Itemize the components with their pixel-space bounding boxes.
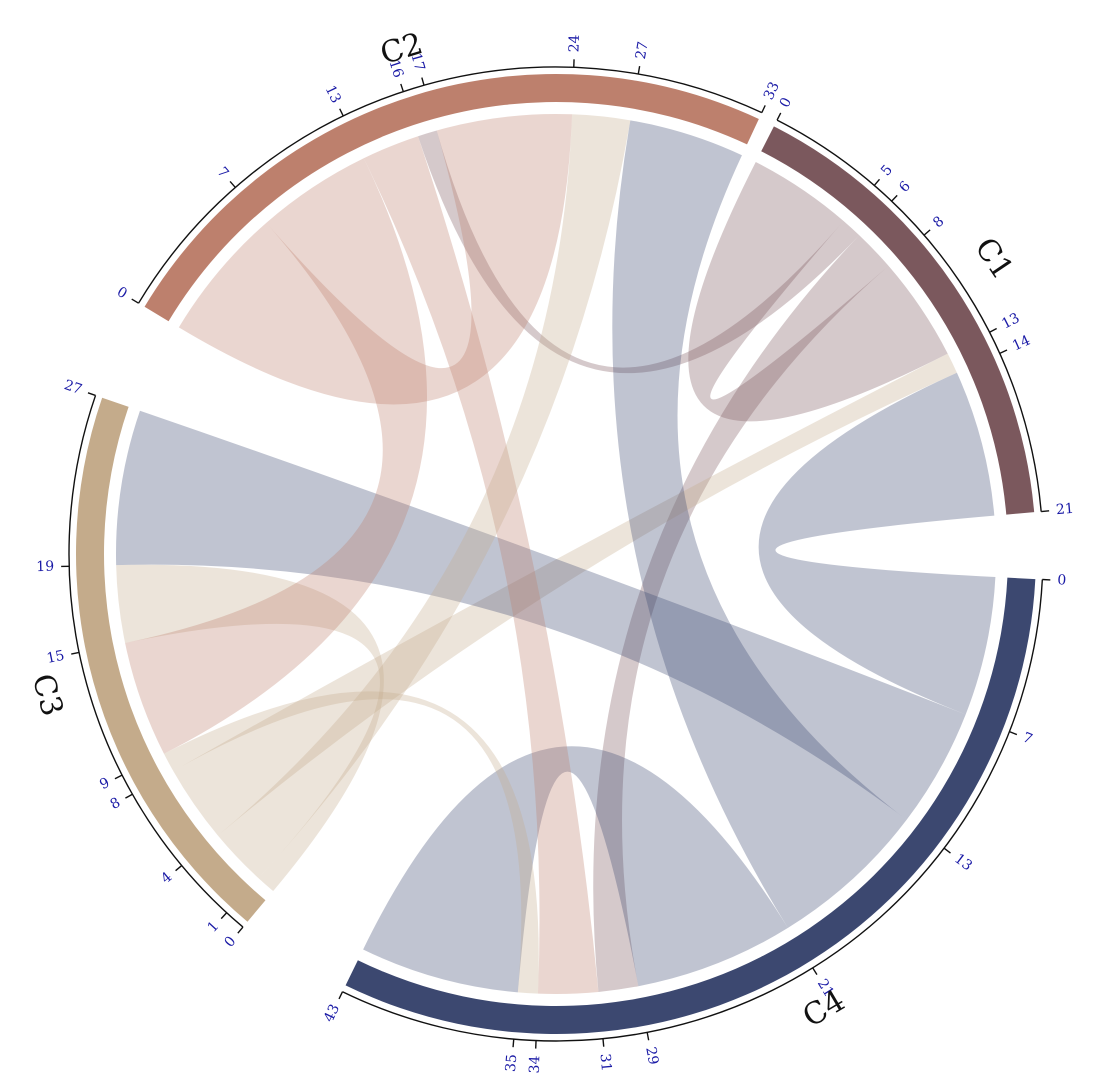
tick-c1-5 — [873, 178, 881, 186]
tick-label-c4-34: 34 — [527, 1055, 544, 1074]
ribbon-c4-c4-7 — [363, 746, 788, 993]
tick-label-c3-1: 1 — [205, 918, 223, 935]
tick-label-c3-19: 19 — [36, 559, 54, 575]
tick-label-c4-0: 0 — [1057, 572, 1067, 588]
tick-c3-0 — [237, 926, 244, 934]
group-arc-c4 — [345, 577, 1036, 1034]
ribbon-c4-c2-8 — [363, 136, 599, 995]
ribbon-c4-c2-6 — [612, 120, 907, 928]
axis-line-c4 — [342, 579, 1044, 1042]
ribbon-c2-c2-13 — [178, 113, 573, 405]
tick-label-c2-27: 27 — [633, 40, 652, 60]
tick-label-c4-21: 21 — [814, 976, 837, 1000]
tick-c4-7 — [1009, 731, 1018, 736]
tick-label-c2-0: 0 — [114, 284, 130, 302]
tick-label-c2-24: 24 — [566, 34, 583, 52]
tick-c1-21 — [1041, 510, 1050, 513]
tick-label-c3-8: 8 — [108, 795, 124, 813]
tick-label-c4-31: 31 — [596, 1053, 614, 1072]
tick-c1-14 — [999, 349, 1008, 354]
tick-c2-27 — [637, 66, 641, 75]
tick-c4-43 — [338, 991, 344, 1000]
tick-label-c2-13: 13 — [322, 83, 344, 106]
axis-line-c3 — [68, 395, 244, 928]
axis-line-c1 — [776, 119, 1042, 512]
group-label-c4: C4 — [797, 983, 851, 1034]
tick-label-c1-8: 8 — [930, 213, 947, 231]
tick-c1-0 — [776, 112, 782, 121]
tick-label-c1-5: 5 — [878, 162, 896, 179]
tick-c3-9 — [114, 774, 123, 780]
tick-label-c2-33: 33 — [761, 79, 783, 102]
tick-c4-35 — [512, 1039, 515, 1048]
ribbon-c3-c2-12 — [125, 158, 428, 754]
tick-c4-13 — [943, 847, 951, 854]
tick-c2-33 — [761, 105, 766, 113]
tick-c3-15 — [71, 651, 80, 655]
tick-c4-21 — [812, 967, 818, 975]
tick-label-c2-16: 16 — [385, 58, 406, 80]
tick-label-c3-15: 15 — [45, 648, 66, 667]
tick-c2-16 — [400, 83, 404, 92]
tick-label-c3-0: 0 — [221, 933, 239, 950]
group-arc-c1 — [761, 126, 1035, 515]
ribbon-layer — [116, 113, 996, 995]
group-arc-c2 — [144, 73, 759, 322]
tick-c1-6 — [891, 194, 898, 202]
tick-label-c3-9: 9 — [97, 775, 112, 793]
ribbon-c3-c3-10 — [116, 564, 384, 892]
tick-label-c1-13: 13 — [999, 310, 1022, 332]
tick-label-c1-21: 21 — [1055, 501, 1074, 518]
tick-c3-4 — [175, 865, 183, 872]
ribbon-c1-c1-0 — [688, 161, 948, 422]
tick-label-c4-29: 29 — [642, 1046, 661, 1067]
axis-line-c2 — [137, 66, 763, 304]
ribbon-c1-c3-3 — [173, 353, 957, 836]
tick-c1-8 — [923, 229, 931, 236]
ribbon-c1-c4-2 — [593, 235, 889, 992]
tick-c4-31 — [602, 1038, 605, 1047]
tick-c3-1 — [220, 912, 228, 920]
tick-label-c4-43: 43 — [321, 1002, 343, 1025]
tick-c2-0 — [131, 298, 139, 304]
tick-c1-13 — [989, 327, 997, 333]
tick-label-c3-4: 4 — [158, 869, 175, 887]
tick-label-c1-14: 14 — [1010, 332, 1033, 354]
tick-label-c2-17: 17 — [407, 51, 427, 72]
group-label-c3: C3 — [25, 670, 70, 720]
ribbon-c4-c3-5 — [116, 410, 966, 820]
tick-c3-8 — [125, 793, 133, 799]
tick-c2-13 — [339, 108, 344, 117]
ribbon-c3-c2-11 — [217, 114, 631, 879]
tick-c3-27 — [87, 392, 96, 397]
tick-label-c2-7: 7 — [214, 164, 232, 181]
group-arc-layer — [75, 73, 1036, 1034]
tick-label-c1-0: 0 — [777, 95, 795, 110]
tick-c4-29 — [646, 1032, 650, 1041]
tick-label-c1-6: 6 — [896, 178, 914, 196]
group-arc-c3 — [75, 397, 266, 922]
ribbon-c1-c4-4 — [758, 372, 996, 715]
tick-label-c4-13: 13 — [951, 851, 975, 875]
tick-label-c4-7: 7 — [1020, 730, 1034, 748]
tick-label-c4-35: 35 — [503, 1053, 520, 1072]
tick-label-c3-27: 27 — [62, 377, 84, 398]
tick-c2-17 — [421, 77, 425, 86]
tick-c2-7 — [229, 180, 236, 188]
group-label-c1: C1 — [967, 232, 1020, 286]
